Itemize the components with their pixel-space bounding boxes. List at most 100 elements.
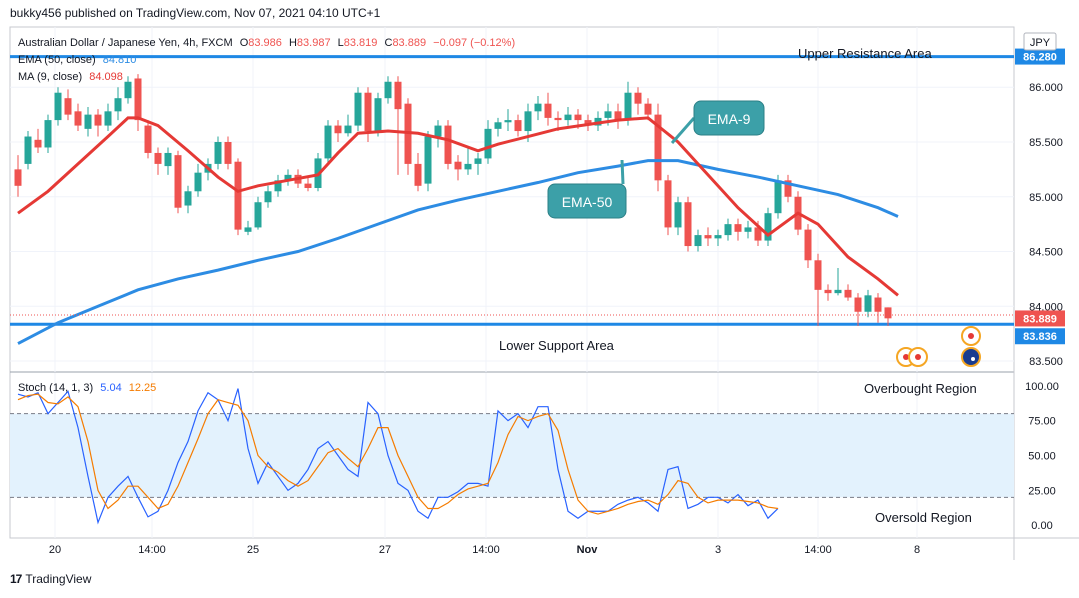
candle[interactable]	[104, 103, 112, 132]
candle[interactable]	[724, 218, 732, 241]
candle[interactable]	[384, 76, 392, 104]
footer-brand[interactable]: TradingView	[25, 572, 92, 586]
candle[interactable]	[224, 136, 232, 170]
tradingview-logo-icon[interactable]: 17	[10, 572, 22, 586]
candle[interactable]	[454, 155, 462, 181]
candle[interactable]	[514, 114, 522, 137]
candle-body	[134, 78, 142, 121]
candle[interactable]	[824, 284, 832, 301]
ema50-line[interactable]	[17, 159, 899, 345]
candle[interactable]	[784, 174, 792, 203]
candle[interactable]	[84, 106, 92, 137]
candle[interactable]	[134, 74, 142, 132]
candle[interactable]	[164, 147, 172, 175]
candle[interactable]	[284, 169, 292, 186]
candle[interactable]	[484, 120, 492, 164]
ema50-callout-box	[547, 183, 627, 219]
candle[interactable]	[334, 120, 342, 142]
candle[interactable]	[844, 284, 852, 301]
candle[interactable]	[324, 120, 332, 164]
candle[interactable]	[244, 220, 252, 236]
level-lines[interactable]	[10, 55, 1014, 326]
candle-body	[614, 111, 622, 121]
candle[interactable]	[874, 293, 882, 323]
candle[interactable]	[184, 185, 192, 214]
candle[interactable]	[764, 207, 772, 247]
candle[interactable]	[214, 136, 222, 170]
candle[interactable]	[274, 174, 282, 197]
candle[interactable]	[344, 114, 352, 137]
candle-body	[664, 180, 672, 228]
candle[interactable]	[404, 98, 412, 175]
candle[interactable]	[114, 87, 122, 121]
candle[interactable]	[544, 92, 552, 126]
candle[interactable]	[304, 177, 312, 192]
candle[interactable]	[834, 267, 842, 296]
candle[interactable]	[714, 229, 722, 247]
candle[interactable]	[34, 128, 42, 153]
footer: 17 TradingView	[10, 572, 91, 586]
legend: Australian Dollar / Japanese Yen, 4h, FX…	[18, 37, 515, 394]
candle[interactable]	[664, 174, 672, 236]
candle[interactable]	[744, 220, 752, 239]
candle-body	[384, 81, 392, 99]
candle-body	[224, 142, 232, 164]
legend-symbol: Australian Dollar / Japanese Yen, 4h, FX…	[18, 37, 233, 49]
candle[interactable]	[804, 224, 812, 268]
candle[interactable]	[854, 293, 862, 326]
candle[interactable]	[74, 103, 82, 132]
candle[interactable]	[614, 103, 622, 129]
candle[interactable]	[354, 87, 362, 132]
candle[interactable]	[674, 196, 682, 236]
ma9-line[interactable]	[17, 116, 899, 297]
candle[interactable]	[124, 76, 132, 104]
candle[interactable]	[684, 196, 692, 252]
event-dot-icon	[915, 354, 921, 360]
candle[interactable]	[154, 147, 162, 175]
candle[interactable]	[434, 120, 442, 148]
candle[interactable]	[174, 150, 182, 214]
currency-badge[interactable]	[1023, 32, 1057, 51]
candle[interactable]	[394, 76, 402, 175]
candle[interactable]	[94, 109, 102, 137]
candle[interactable]	[14, 155, 22, 197]
candle[interactable]	[534, 96, 542, 121]
candle[interactable]	[814, 253, 822, 326]
stoch-k-line[interactable]	[17, 388, 779, 525]
price-tick-label: 83.500	[1029, 356, 1063, 368]
candle[interactable]	[474, 152, 482, 175]
candle[interactable]	[24, 131, 32, 170]
event-dot-icon	[968, 333, 974, 339]
candle[interactable]	[704, 227, 712, 247]
time-tick-label: 27	[379, 544, 391, 556]
candle[interactable]	[44, 114, 52, 153]
candle[interactable]	[694, 229, 702, 252]
candle[interactable]	[464, 147, 472, 175]
candle[interactable]	[864, 289, 872, 318]
candle[interactable]	[634, 87, 642, 115]
candle[interactable]	[564, 106, 572, 126]
legend-stoch-k: 5.04	[100, 382, 121, 394]
australia-flag-icon[interactable]	[961, 347, 981, 367]
candle[interactable]	[444, 120, 452, 170]
candle[interactable]	[424, 131, 432, 192]
candle[interactable]	[414, 152, 422, 192]
ema9-callout-box	[693, 100, 765, 136]
candle[interactable]	[494, 117, 502, 137]
candle[interactable]	[374, 92, 382, 137]
candle[interactable]	[194, 163, 202, 197]
event-icons[interactable]	[896, 326, 981, 367]
candle[interactable]	[264, 185, 272, 208]
candle[interactable]	[884, 307, 892, 326]
candle[interactable]	[584, 114, 592, 132]
candle[interactable]	[234, 158, 242, 236]
candle[interactable]	[734, 218, 742, 241]
candle[interactable]	[254, 196, 262, 230]
candle[interactable]	[504, 109, 512, 132]
candle[interactable]	[144, 120, 152, 159]
candle[interactable]	[64, 89, 72, 121]
stoch-d-line[interactable]	[17, 393, 779, 515]
candle[interactable]	[654, 103, 662, 192]
candle[interactable]	[54, 87, 62, 126]
